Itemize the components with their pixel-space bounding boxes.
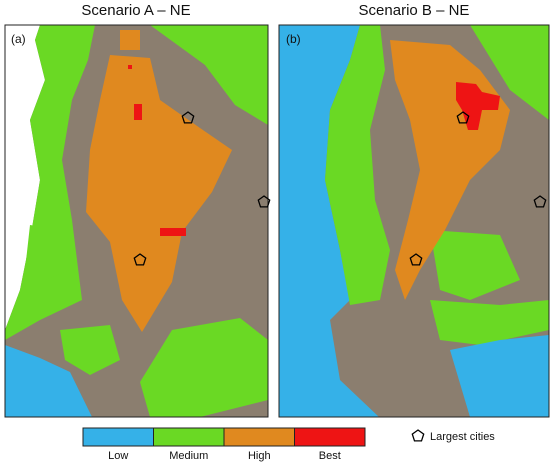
region: [134, 104, 142, 120]
map-b: [279, 25, 549, 417]
panel-title: Scenario A – NE: [81, 2, 190, 19]
region: [160, 228, 186, 236]
panel-title: Scenario B – NE: [359, 2, 470, 19]
legend-label: Largest cities: [430, 431, 495, 443]
panel-frame: [278, 24, 550, 418]
legend-city-marker: [411, 429, 425, 442]
panel-label: (b): [286, 32, 301, 46]
region: [25, 225, 70, 280]
legend-swatch: [223, 427, 295, 447]
legend-label: Best: [319, 450, 341, 462]
legend-label: Low: [108, 450, 128, 462]
legend-swatch: [82, 427, 154, 447]
legend-swatch: [294, 427, 366, 447]
legend: Low Medium High Best: [82, 427, 366, 462]
region: [128, 65, 132, 69]
region: [470, 25, 549, 120]
region: [5, 345, 92, 417]
region: [430, 300, 549, 345]
legend-label: High: [248, 450, 271, 462]
region: [86, 55, 232, 332]
region: [325, 25, 390, 305]
region: [279, 25, 379, 417]
region: [120, 30, 140, 50]
panel-frame: [4, 24, 269, 418]
region: [60, 325, 120, 375]
panel-label: (a): [11, 32, 26, 46]
region: [450, 335, 549, 417]
region: [430, 230, 520, 300]
legend-label: Medium: [169, 450, 208, 462]
region: [150, 25, 268, 125]
region: [140, 318, 268, 417]
legend-swatch: [153, 427, 225, 447]
region: [456, 82, 500, 130]
map-a: [5, 25, 268, 417]
